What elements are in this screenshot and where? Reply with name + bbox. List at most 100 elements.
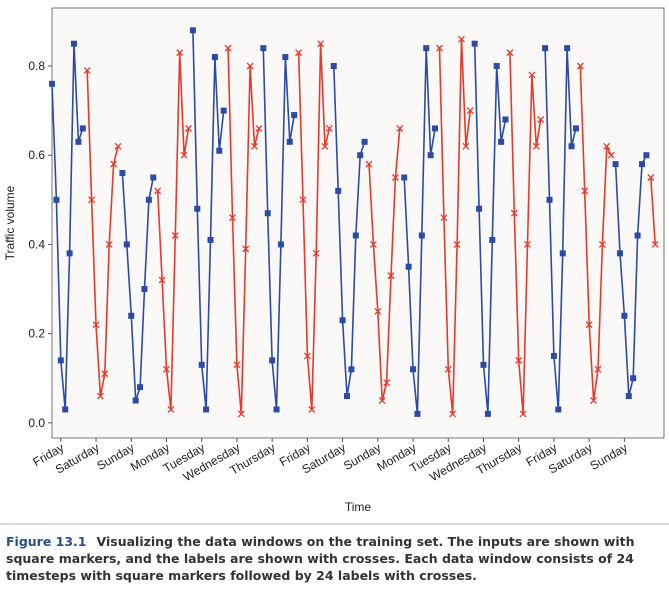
- square-marker: [555, 406, 562, 413]
- cross-marker: [242, 245, 250, 253]
- cross-marker: [458, 35, 465, 43]
- square-marker: [343, 393, 350, 400]
- square-marker: [414, 410, 421, 417]
- square-marker: [220, 107, 227, 114]
- series-line: [51, 30, 648, 414]
- cross-marker: [462, 142, 470, 150]
- square-marker: [145, 196, 152, 203]
- cross-marker: [374, 307, 382, 315]
- square-marker: [625, 393, 632, 400]
- square-marker: [612, 161, 619, 168]
- square-marker: [273, 406, 280, 413]
- square-marker: [286, 138, 293, 145]
- square-marker: [150, 174, 157, 181]
- cross-marker: [96, 392, 104, 400]
- cross-marker: [598, 240, 606, 248]
- cross-marker: [585, 321, 593, 329]
- cross-marker: [365, 160, 373, 168]
- square-marker: [476, 205, 483, 212]
- square-marker: [141, 286, 148, 293]
- cross-marker: [383, 379, 391, 387]
- cross-marker: [378, 397, 386, 404]
- caption: Figure 13.1 Visualizing the data windows …: [6, 533, 656, 584]
- cross-marker: [594, 365, 602, 373]
- y-tick-label: 0.8: [28, 59, 45, 73]
- cross-marker: [251, 142, 258, 150]
- square-marker: [137, 384, 144, 391]
- square-marker: [264, 210, 271, 217]
- square-marker: [401, 174, 408, 181]
- x-tick-label: Sunday: [341, 440, 383, 472]
- cross-marker: [537, 116, 545, 123]
- cross-marker: [440, 214, 448, 222]
- square-marker: [352, 232, 359, 239]
- caption-text: Visualizing the data windows on the trai…: [6, 534, 635, 583]
- square-marker: [484, 410, 491, 417]
- x-axis-label: Time: [345, 500, 372, 514]
- square-marker: [330, 62, 337, 69]
- square-marker: [203, 406, 210, 413]
- square-marker: [621, 312, 628, 319]
- square-marker: [282, 54, 289, 61]
- square-marker: [423, 45, 430, 52]
- cross-marker: [114, 142, 122, 150]
- square-marker: [194, 205, 201, 212]
- square-marker: [432, 125, 439, 132]
- square-marker: [546, 196, 553, 203]
- cross-marker: [466, 107, 474, 115]
- cross-marker: [110, 160, 118, 168]
- square-marker: [211, 54, 218, 61]
- square-marker: [493, 62, 500, 69]
- cross-marker: [312, 249, 320, 257]
- square-marker: [75, 138, 82, 145]
- square-marker: [502, 116, 509, 123]
- square-marker: [216, 147, 223, 154]
- square-marker: [480, 361, 487, 368]
- square-marker: [339, 317, 346, 324]
- square-marker: [630, 375, 637, 382]
- square-marker: [559, 250, 566, 257]
- square-marker: [410, 366, 417, 373]
- cross-marker: [576, 62, 584, 70]
- square-marker: [405, 263, 412, 270]
- square-marker: [66, 250, 73, 257]
- cross-marker: [651, 240, 659, 248]
- cross-marker: [176, 49, 184, 57]
- square-marker: [418, 232, 425, 239]
- square-marker: [57, 357, 64, 364]
- square-marker: [638, 161, 645, 168]
- square-marker: [564, 45, 571, 52]
- cross-marker: [92, 321, 100, 329]
- cross-marker: [295, 49, 303, 57]
- cross-marker: [590, 397, 598, 404]
- square-marker: [277, 241, 284, 248]
- cross-marker: [647, 174, 655, 181]
- cross-marker: [515, 356, 523, 364]
- square-marker: [357, 152, 364, 159]
- cross-marker: [510, 209, 518, 217]
- x-tick-label: Sunday: [95, 440, 137, 472]
- cross-marker: [528, 71, 536, 79]
- square-marker: [189, 27, 196, 34]
- square-marker: [198, 361, 205, 368]
- square-marker: [568, 143, 575, 150]
- square-marker: [427, 152, 434, 159]
- cross-marker: [303, 352, 311, 360]
- cross-marker: [369, 240, 377, 248]
- square-marker: [128, 312, 135, 319]
- square-marker: [634, 232, 641, 239]
- cross-marker: [163, 365, 170, 373]
- cross-marker: [396, 124, 404, 132]
- cross-marker: [88, 196, 96, 204]
- cross-marker: [317, 40, 325, 48]
- cross-marker: [449, 410, 457, 418]
- y-tick-label: 0.4: [28, 237, 45, 251]
- square-marker: [335, 187, 342, 194]
- cross-marker: [524, 240, 531, 248]
- square-marker: [269, 357, 276, 364]
- square-marker: [361, 138, 368, 145]
- cross-marker: [603, 142, 611, 150]
- cross-marker: [185, 124, 192, 132]
- square-marker: [471, 40, 478, 47]
